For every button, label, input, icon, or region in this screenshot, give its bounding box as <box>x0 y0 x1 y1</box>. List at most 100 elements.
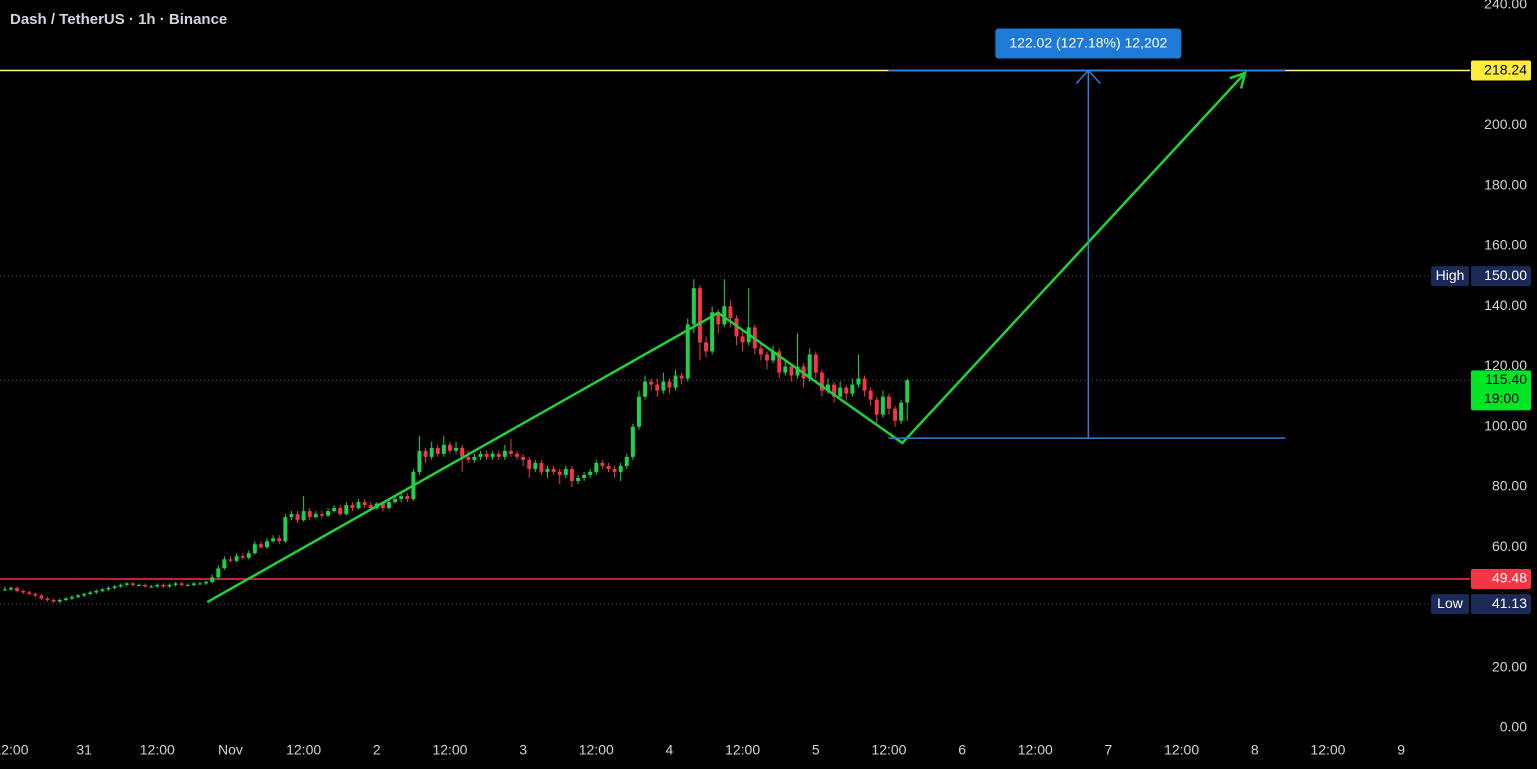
candle-body <box>697 288 702 343</box>
candle-body <box>228 559 233 561</box>
candle-body <box>905 380 910 403</box>
x-tick-label: 12:00 <box>725 742 760 758</box>
candle-body <box>771 351 776 361</box>
y-tick-label: 60.00 <box>1492 538 1527 554</box>
candle-body <box>777 351 782 373</box>
price-label-box <box>1471 594 1531 615</box>
candle-body <box>795 366 800 376</box>
candle-body <box>198 583 202 585</box>
candle-body <box>277 538 282 542</box>
candle-body <box>204 581 209 584</box>
price-tag: High <box>1436 267 1465 283</box>
y-tick-label: 100.00 <box>1484 417 1527 433</box>
candle-body <box>649 381 654 385</box>
candle-body <box>356 502 361 509</box>
candle-body <box>600 462 605 466</box>
candle-body <box>124 583 129 585</box>
price-label: 115.40 <box>1485 371 1527 387</box>
candle-body <box>691 288 696 325</box>
candle-body <box>582 474 587 478</box>
candle-body <box>405 496 410 500</box>
candle-body <box>716 312 721 325</box>
candle-body <box>527 459 532 469</box>
candle-body <box>344 505 349 515</box>
price-tag: Low <box>1437 595 1464 611</box>
candle-body <box>838 387 843 397</box>
candle-body <box>8 587 13 590</box>
candle-body <box>332 508 337 512</box>
candle-body <box>210 577 215 582</box>
candle-body <box>655 384 660 391</box>
candle-body <box>350 505 355 509</box>
candle-body <box>832 384 837 397</box>
price-label-time: 19:00 <box>1484 390 1519 406</box>
candle-body <box>728 306 733 319</box>
x-tick-label: 12:00 <box>432 742 467 758</box>
price-tag-box <box>1431 594 1469 615</box>
candle-body <box>704 342 709 352</box>
candle-body <box>313 514 318 518</box>
candle-body <box>15 587 20 591</box>
candle-body <box>758 348 763 355</box>
measure-arrowhead <box>1075 69 1101 85</box>
price-label: 49.48 <box>1492 570 1527 586</box>
candle-body <box>557 471 562 475</box>
price-label-box <box>1471 370 1531 411</box>
candle-body <box>868 390 873 400</box>
candle-body <box>850 384 855 394</box>
candle-body <box>185 584 190 586</box>
candle-body <box>685 324 690 379</box>
candle-body <box>880 396 885 415</box>
candle-body <box>222 559 227 569</box>
candle-body <box>143 584 148 587</box>
candle-body <box>118 584 123 587</box>
candle-body <box>710 312 715 352</box>
y-tick-label: 140.00 <box>1484 297 1527 313</box>
candle-body <box>283 517 288 542</box>
x-tick-label: 31 <box>76 742 92 758</box>
candle-body <box>161 584 166 587</box>
candle-body <box>423 450 428 457</box>
candle-body <box>271 538 276 542</box>
price-label-box <box>1471 266 1531 287</box>
candle-body <box>240 556 245 558</box>
candle-body <box>844 387 849 394</box>
candle-body <box>661 381 666 391</box>
x-tick-label: 12:00 <box>579 742 614 758</box>
candle-body <box>502 450 507 457</box>
candle-body <box>643 381 648 397</box>
measure-label-box <box>995 28 1182 59</box>
candle-body <box>435 447 440 454</box>
y-tick-label: 120.00 <box>1484 357 1527 373</box>
candle-body <box>521 456 526 460</box>
candle-body <box>368 505 373 509</box>
candle-body <box>399 496 404 500</box>
candle-body <box>454 447 459 451</box>
y-tick-label: 200.00 <box>1484 116 1527 132</box>
candle-body <box>783 366 788 373</box>
candle-body <box>234 556 239 561</box>
price-label: 150.00 <box>1484 267 1527 283</box>
candle-body <box>167 584 172 587</box>
candle-body <box>862 378 867 391</box>
candle-body <box>380 503 385 509</box>
candle-body <box>33 593 38 596</box>
candle-body <box>149 586 154 588</box>
x-tick-label: 4 <box>666 742 674 758</box>
candle-body <box>106 587 111 590</box>
chart-title: Dash / TetherUS · 1h · Binance <box>10 11 227 28</box>
candle-body <box>21 590 26 593</box>
candle-body <box>307 511 312 518</box>
candle-body <box>252 544 257 554</box>
trend-drawing <box>206 72 1246 604</box>
candle-body <box>417 450 422 472</box>
candle-body <box>630 426 635 457</box>
x-tick-label: 12:00 <box>1310 742 1345 758</box>
candle-body <box>338 508 343 515</box>
x-tick-label: 12:00 <box>140 742 175 758</box>
x-tick-label: 5 <box>812 742 820 758</box>
candle-body <box>88 592 93 594</box>
price-label-box <box>1471 60 1531 81</box>
candle-body <box>807 354 812 379</box>
